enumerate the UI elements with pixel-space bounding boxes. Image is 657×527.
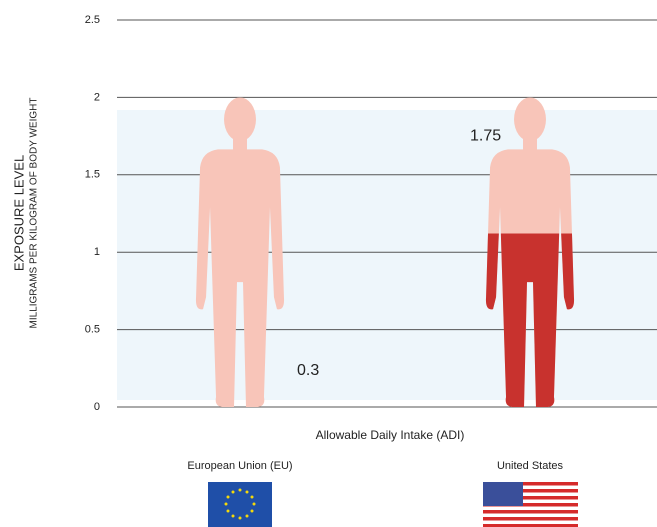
x-axis-label: Allowable Daily Intake (ADI) — [316, 428, 465, 442]
y-tick-label: 0 — [94, 401, 100, 413]
y-tick-label: 2 — [94, 91, 100, 103]
category-label: European Union (EU) — [187, 460, 292, 472]
y-axis-label: EXPOSURE LEVEL — [11, 155, 26, 271]
category-label: United States — [497, 460, 564, 472]
eu-flag — [208, 482, 272, 527]
data-label: 1.75 — [470, 127, 501, 144]
y-tick-label: 0.5 — [85, 324, 100, 336]
y-tick-label: 1.5 — [85, 169, 100, 181]
y-axis-sublabel: MILLIGRAMS PER KILOGRAM OF BODY WEIGHT — [29, 98, 40, 329]
data-label: 0.3 — [297, 362, 319, 379]
us-flag — [483, 482, 578, 527]
y-tick-label: 1 — [94, 246, 100, 258]
y-tick-label: 2.5 — [85, 14, 100, 26]
